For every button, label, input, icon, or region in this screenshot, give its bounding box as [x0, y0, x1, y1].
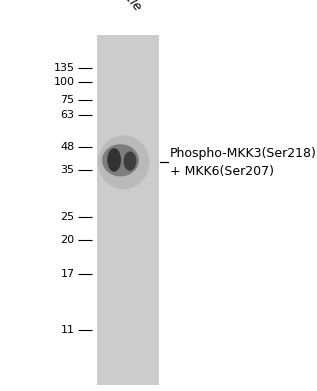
Text: 75: 75: [60, 95, 74, 105]
Text: 100: 100: [54, 77, 74, 87]
Bar: [97, 35, 158, 385]
Text: 25: 25: [60, 212, 74, 222]
Text: 63: 63: [61, 110, 74, 120]
Text: 135: 135: [54, 63, 74, 74]
Text: 48: 48: [60, 142, 74, 152]
Text: Phospho-MKK3(Ser218)
+ MKK6(Ser207): Phospho-MKK3(Ser218) + MKK6(Ser207): [170, 147, 316, 178]
Ellipse shape: [124, 151, 136, 171]
Ellipse shape: [102, 144, 139, 176]
Ellipse shape: [107, 148, 121, 172]
Text: 11: 11: [61, 325, 74, 335]
Ellipse shape: [98, 135, 149, 189]
Text: Muscle: Muscle: [106, 0, 144, 14]
Text: 17: 17: [60, 269, 74, 279]
Text: 35: 35: [61, 165, 74, 175]
Text: 20: 20: [60, 235, 74, 246]
